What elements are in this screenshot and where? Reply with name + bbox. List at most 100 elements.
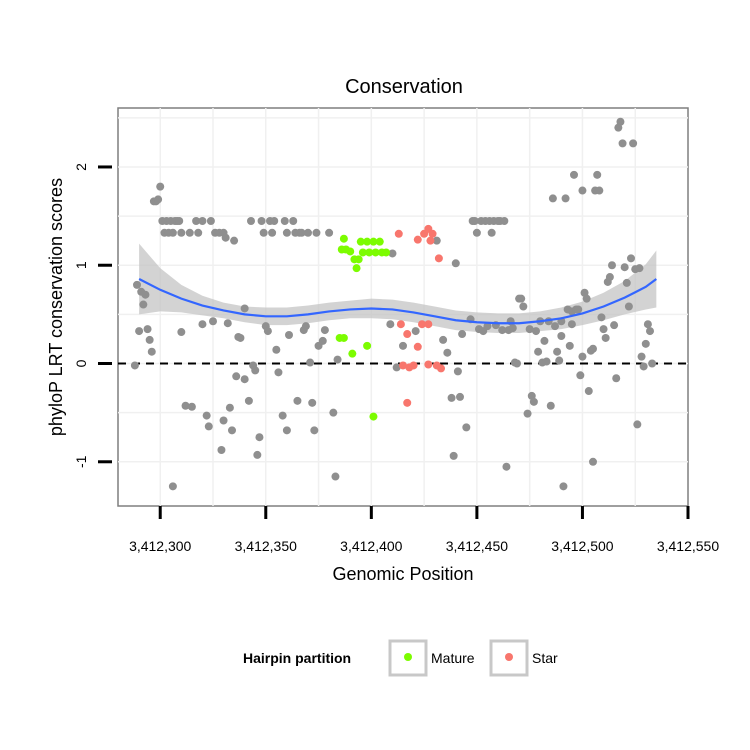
- point-star: [403, 330, 412, 339]
- point-other: [168, 228, 177, 237]
- point-other: [578, 352, 587, 361]
- point-star: [424, 320, 433, 329]
- point-other: [135, 327, 144, 336]
- point-other: [534, 347, 543, 356]
- point-other: [198, 217, 207, 226]
- x-axis-label: Genomic Position: [332, 564, 473, 584]
- legend-key-mature: [388, 639, 428, 677]
- point-other: [232, 372, 241, 381]
- point-other: [472, 228, 481, 237]
- point-other: [508, 324, 517, 333]
- point-other: [529, 397, 538, 406]
- point-other: [221, 233, 230, 242]
- point-other: [285, 331, 293, 340]
- point-other: [451, 259, 460, 268]
- point-other: [255, 433, 264, 442]
- point-mature: [375, 237, 384, 246]
- point-mature: [358, 248, 367, 257]
- point-other: [310, 426, 319, 435]
- point-other: [453, 367, 462, 376]
- point-other: [574, 305, 583, 314]
- point-other: [595, 186, 604, 195]
- point-other: [513, 359, 521, 368]
- point-other: [582, 294, 591, 303]
- point-other: [502, 462, 511, 471]
- confidence-band: [139, 243, 657, 334]
- point-mature: [352, 264, 361, 273]
- point-other: [546, 401, 555, 410]
- point-other: [553, 347, 562, 356]
- point-other: [624, 302, 633, 311]
- point-other: [247, 217, 255, 226]
- point-mature: [356, 237, 365, 246]
- point-mature: [382, 248, 391, 257]
- point-other: [259, 228, 268, 237]
- point-other: [449, 451, 458, 460]
- point-other: [500, 217, 509, 226]
- point-other: [251, 366, 260, 375]
- smooth-curve: [138, 278, 657, 325]
- point-other: [145, 335, 154, 344]
- point-star: [394, 229, 403, 238]
- point-other: [462, 423, 471, 432]
- point-other: [627, 254, 635, 263]
- point-other: [470, 217, 479, 226]
- x-tick-label: 3,412,400: [340, 538, 402, 554]
- point-other: [147, 347, 156, 356]
- point-other: [198, 320, 207, 329]
- point-other: [181, 401, 190, 410]
- point-other: [331, 472, 340, 481]
- point-other: [268, 228, 277, 237]
- point-other: [388, 249, 397, 258]
- point-other: [392, 363, 401, 372]
- legend-label-star: Star: [532, 650, 558, 666]
- smooth-curve-group: [138, 278, 657, 325]
- point-mature: [369, 237, 378, 246]
- point-other: [411, 327, 420, 336]
- point-other: [240, 375, 249, 384]
- point-other: [308, 398, 317, 407]
- point-other: [217, 445, 226, 454]
- point-other: [559, 482, 568, 491]
- point-other: [133, 280, 141, 289]
- point-other: [386, 320, 395, 329]
- point-other: [141, 290, 150, 299]
- point-other: [643, 320, 652, 329]
- point-other: [192, 217, 201, 226]
- y-tick-label: -1: [73, 455, 89, 468]
- point-other: [320, 326, 329, 335]
- point-other: [456, 392, 464, 401]
- x-tick-label: 3,412,550: [657, 538, 719, 554]
- legend-dot-mature: [404, 653, 412, 661]
- point-other: [551, 322, 559, 331]
- point-other: [280, 217, 289, 226]
- point-other: [597, 313, 606, 322]
- point-other: [578, 186, 587, 195]
- point-other: [282, 426, 291, 435]
- point-other: [542, 357, 551, 366]
- point-other: [253, 450, 262, 459]
- point-star: [424, 360, 433, 369]
- point-other: [540, 336, 549, 345]
- point-other: [306, 358, 315, 367]
- legend-title: Hairpin partition: [243, 650, 351, 666]
- point-other: [270, 217, 279, 226]
- y-tick-label: 1: [73, 261, 89, 269]
- point-other: [223, 319, 232, 328]
- point-other: [244, 396, 253, 405]
- point-other: [584, 387, 593, 396]
- point-other: [293, 396, 302, 405]
- point-other: [289, 217, 298, 226]
- point-other: [646, 327, 654, 336]
- point-star: [413, 235, 422, 244]
- point-other: [204, 422, 213, 431]
- point-other: [257, 217, 266, 226]
- point-other: [333, 355, 342, 364]
- point-other: [561, 194, 570, 203]
- point-other: [297, 228, 306, 237]
- point-mature: [369, 412, 378, 421]
- point-other: [177, 328, 186, 337]
- point-other: [206, 217, 215, 226]
- point-mature: [354, 255, 363, 264]
